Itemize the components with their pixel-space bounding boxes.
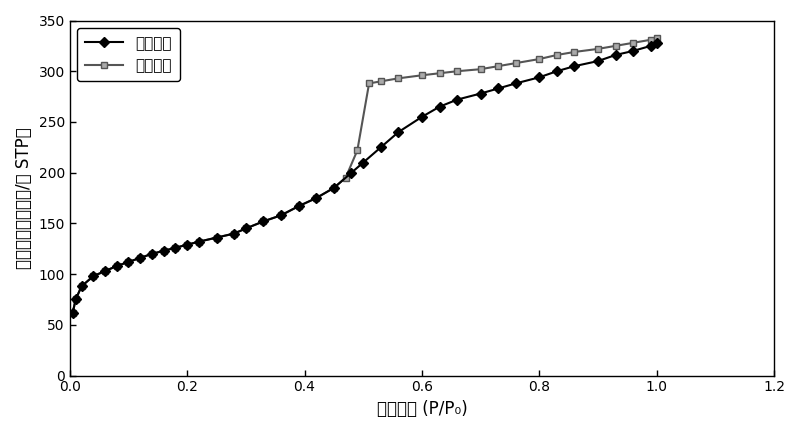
脱附曲线: [212, 235, 222, 240]
脱附曲线: [552, 52, 562, 58]
吸附曲线: [89, 274, 98, 279]
脱附曲线: [570, 49, 579, 55]
吸附曲线: [394, 129, 403, 135]
吸附曲线: [124, 259, 134, 265]
脱附曲线: [230, 231, 239, 236]
脱附曲线: [394, 76, 403, 81]
吸附曲线: [230, 231, 239, 236]
吸附曲线: [212, 235, 222, 240]
脱附曲线: [364, 81, 374, 86]
脱附曲线: [241, 226, 250, 231]
脱附曲线: [124, 259, 134, 265]
脱附曲线: [452, 68, 462, 74]
吸附曲线: [112, 263, 122, 268]
脱附曲线: [628, 40, 638, 45]
吸附曲线: [294, 204, 303, 209]
脱附曲线: [135, 255, 145, 261]
吸附曲线: [71, 297, 81, 302]
吸附曲线: [376, 145, 386, 150]
吸附曲线: [182, 242, 192, 247]
脱附曲线: [147, 251, 157, 256]
吸附曲线: [646, 43, 655, 48]
吸附曲线: [570, 64, 579, 69]
脱附曲线: [646, 37, 655, 42]
吸附曲线: [135, 255, 145, 261]
脱附曲线: [112, 263, 122, 268]
脱附曲线: [353, 148, 362, 153]
吸附曲线: [329, 185, 338, 191]
吸附曲线: [100, 268, 110, 274]
脱附曲线: [294, 204, 303, 209]
脱附曲线: [159, 248, 169, 253]
吸附曲线: [170, 245, 180, 250]
脱附曲线: [534, 56, 544, 61]
吸附曲线: [628, 48, 638, 54]
吸附曲线: [77, 284, 86, 289]
脱附曲线: [610, 43, 620, 48]
脱附曲线: [417, 73, 426, 78]
脱附曲线: [89, 274, 98, 279]
Y-axis label: 吸附量（立方压米/克 STP）: 吸附量（立方压米/克 STP）: [15, 127, 33, 269]
吸附曲线: [652, 40, 662, 45]
吸附曲线: [147, 251, 157, 256]
吸附曲线: [346, 170, 356, 175]
吸附曲线: [511, 81, 521, 86]
脱附曲线: [494, 64, 503, 69]
吸附曲线: [434, 104, 444, 110]
脱附曲线: [311, 195, 321, 200]
脱附曲线: [652, 35, 662, 40]
脱附曲线: [77, 284, 86, 289]
吸附曲线: [68, 310, 78, 315]
脱附曲线: [258, 219, 268, 224]
吸附曲线: [610, 52, 620, 58]
脱附曲线: [68, 310, 78, 315]
X-axis label: 相对分压 (P/P₀): 相对分压 (P/P₀): [377, 400, 467, 418]
脱附曲线: [71, 297, 81, 302]
脱附曲线: [476, 67, 486, 72]
脱附曲线: [329, 185, 338, 191]
脱附曲线: [593, 46, 602, 52]
Line: 脱附曲线: 脱附曲线: [70, 34, 660, 316]
吸附曲线: [159, 248, 169, 253]
吸附曲线: [194, 239, 204, 244]
脱附曲线: [276, 213, 286, 218]
脱附曲线: [170, 245, 180, 250]
脱附曲线: [511, 61, 521, 66]
吸附曲线: [476, 91, 486, 96]
吸附曲线: [258, 219, 268, 224]
脱附曲线: [182, 242, 192, 247]
吸附曲线: [417, 114, 426, 120]
吸附曲线: [593, 58, 602, 64]
吸附曲线: [494, 86, 503, 91]
Line: 吸附曲线: 吸附曲线: [70, 39, 660, 316]
吸附曲线: [534, 75, 544, 80]
脱附曲线: [194, 239, 204, 244]
脱附曲线: [341, 175, 350, 181]
吸附曲线: [276, 213, 286, 218]
吸附曲线: [552, 68, 562, 74]
Legend: 吸附曲线, 脱附曲线: 吸附曲线, 脱附曲线: [78, 28, 180, 81]
吸附曲线: [311, 195, 321, 200]
脱附曲线: [100, 268, 110, 274]
吸附曲线: [241, 226, 250, 231]
吸附曲线: [358, 160, 368, 165]
脱附曲线: [376, 79, 386, 84]
脱附曲线: [434, 71, 444, 76]
吸附曲线: [452, 97, 462, 102]
